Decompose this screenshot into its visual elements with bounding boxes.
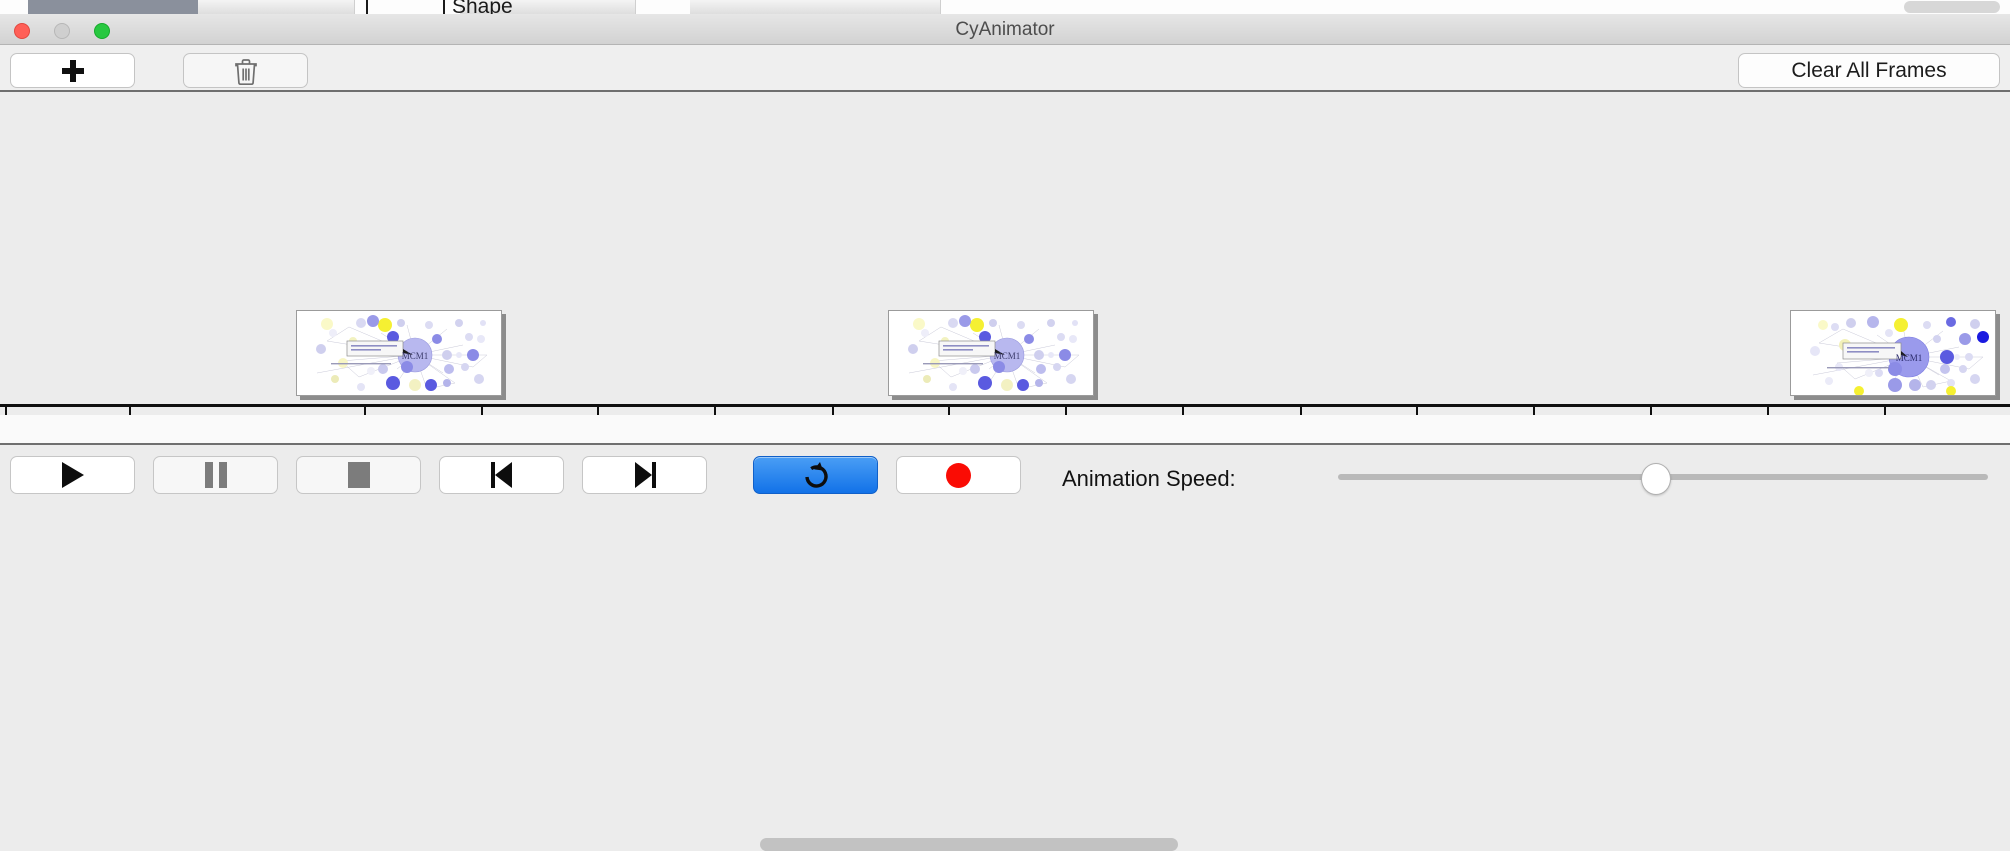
axis-tick-major [597, 407, 599, 415]
axis-tick-major [832, 407, 834, 415]
animation-speed-label: Animation Speed: [1062, 466, 1236, 491]
background-window-divider [366, 0, 368, 14]
axis-tick-minor [1416, 407, 1418, 415]
hub-node-label: MCM1 [1896, 353, 1923, 363]
hub-node-label: MCM1 [402, 351, 429, 361]
background-window-cell [198, 0, 255, 14]
skip-last-button[interactable] [582, 456, 707, 494]
stop-icon [347, 462, 370, 488]
window-title: CyAnimator [955, 19, 1055, 40]
axis-tick-minor [1884, 407, 1886, 415]
timeline-frame-thumbnail[interactable]: MCM1 [888, 310, 1098, 400]
axis-tick-major [5, 407, 7, 415]
toolbar: Clear All Frames [0, 45, 2010, 92]
axis-tick-major [1533, 407, 1535, 415]
axis-tick-minor [714, 407, 716, 415]
frame-network-image: MCM1 [296, 310, 502, 396]
timeline-scrollbar-thumb[interactable] [760, 838, 1178, 851]
stop-button[interactable] [296, 456, 421, 494]
background-window-strip: Shape [0, 0, 2010, 14]
axis-tick-minor [129, 407, 131, 415]
record-button[interactable] [896, 456, 1021, 494]
skip-first-button[interactable] [439, 456, 564, 494]
trash-icon [234, 58, 257, 85]
axis-tick-major [364, 407, 366, 415]
axis-tick-major [1300, 407, 1302, 415]
background-window-label: Shape [452, 0, 513, 14]
axis-tick-minor [1650, 407, 1652, 415]
skip-start-icon [490, 462, 514, 488]
timeline-axis [0, 404, 2010, 407]
skip-end-icon [633, 462, 657, 488]
timeline-frame-thumbnail[interactable]: MCM1 [296, 310, 506, 400]
background-window-divider [443, 0, 445, 14]
background-window-cell [460, 0, 636, 14]
animation-speed-slider-thumb[interactable] [1641, 463, 1671, 495]
play-button[interactable] [10, 456, 135, 494]
delete-frame-button[interactable] [183, 53, 308, 88]
hub-node-label: MCM1 [994, 351, 1021, 361]
minimize-button[interactable] [54, 23, 70, 39]
add-frame-button[interactable] [10, 53, 135, 88]
loop-icon [804, 462, 828, 488]
clear-all-frames-button[interactable]: Clear All Frames [1738, 53, 2000, 88]
plus-icon [61, 59, 84, 82]
background-window-cell [254, 0, 355, 14]
axis-tick-major [1065, 407, 1067, 415]
axis-tick-major [1767, 407, 1769, 415]
pause-button[interactable] [153, 456, 278, 494]
pause-icon [204, 462, 227, 488]
close-button[interactable] [14, 23, 30, 39]
timeline-frame-thumbnail[interactable]: MCM1 [1790, 310, 2000, 400]
frame-network-image: MCM1 [1790, 310, 1996, 396]
background-window-cell [690, 0, 941, 14]
record-icon [946, 462, 971, 488]
timeline-scrollbar-track[interactable] [0, 415, 2010, 851]
title-bar: CyAnimator [0, 14, 2010, 45]
timeline-panel[interactable]: MCM1 [0, 92, 2010, 415]
background-window-scrollbar[interactable] [1904, 1, 2000, 13]
axis-tick-minor [948, 407, 950, 415]
playback-bar: Animation Speed: [0, 447, 2010, 510]
frame-network-image: MCM1 [888, 310, 1094, 396]
background-window-titlebar [28, 0, 198, 14]
play-icon [61, 462, 84, 488]
axis-tick-minor [1182, 407, 1184, 415]
axis-tick-minor [481, 407, 483, 415]
maximize-button[interactable] [94, 23, 110, 39]
loop-button[interactable] [753, 456, 878, 494]
